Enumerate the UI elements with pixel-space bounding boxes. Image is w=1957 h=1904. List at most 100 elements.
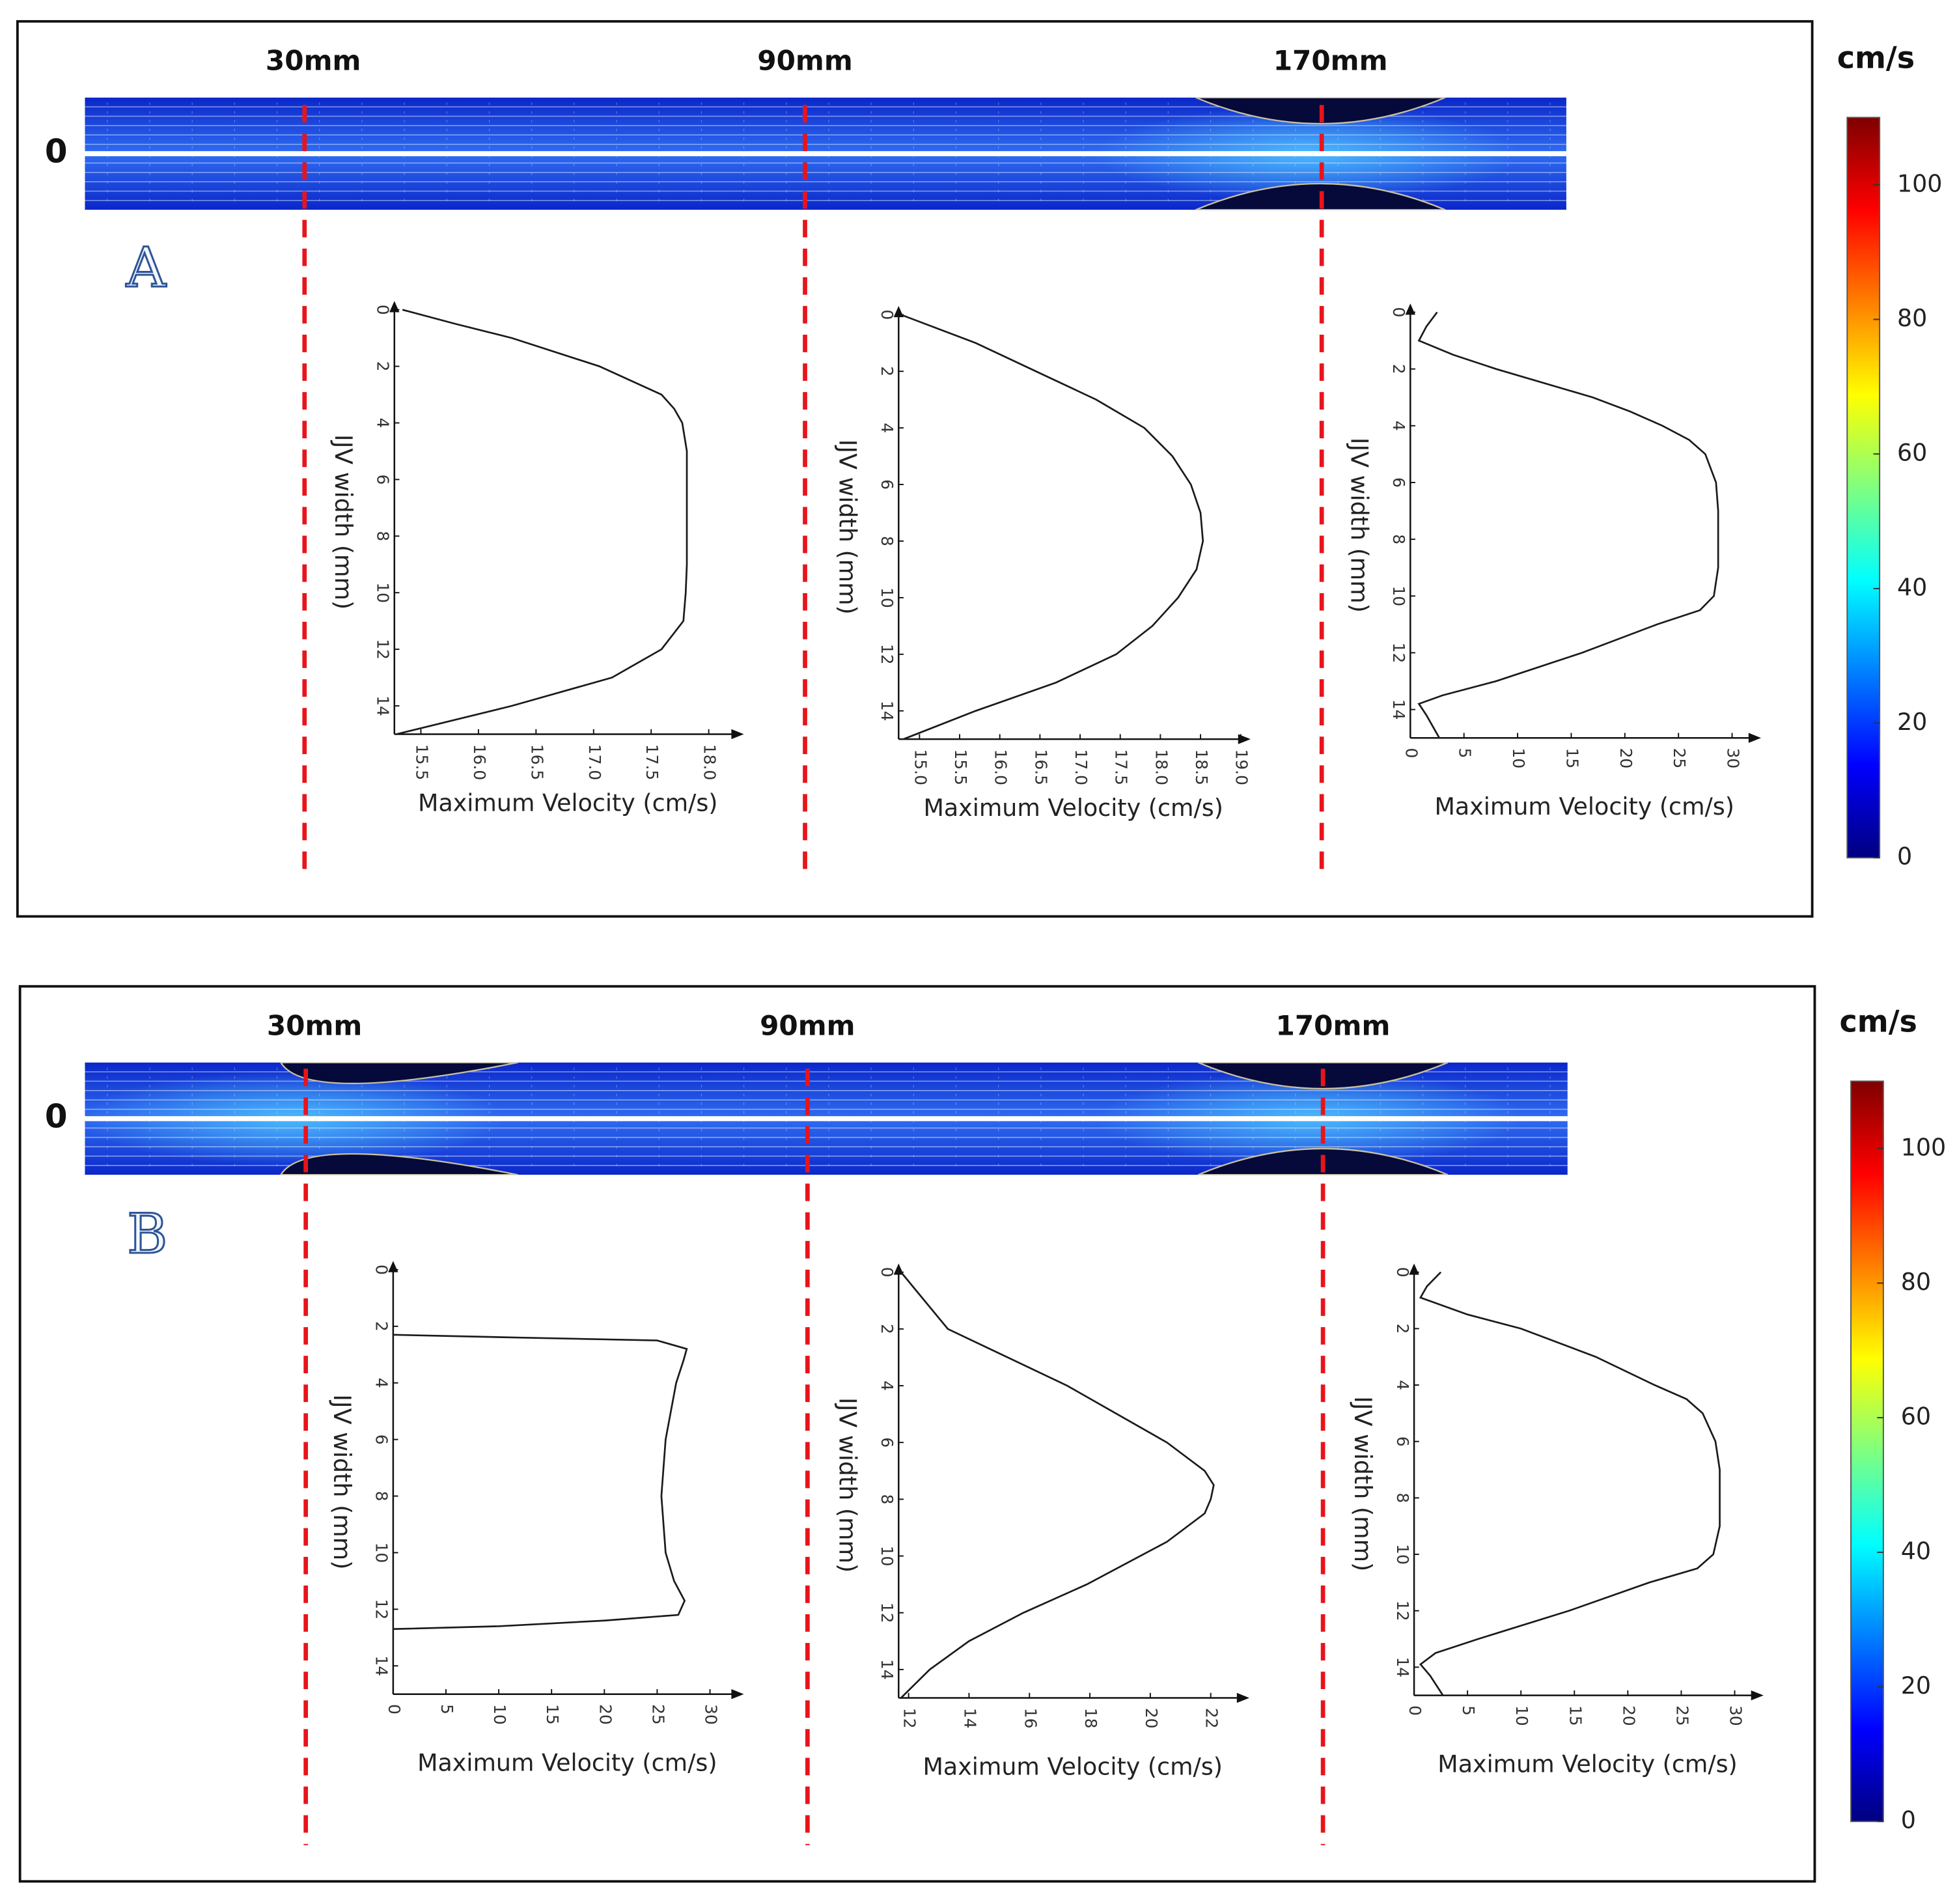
velocity-tick-label: 15.5	[951, 749, 970, 785]
width-tick-label: 2	[878, 366, 896, 376]
centerline-label: 0	[45, 133, 68, 171]
velocity-tick-label: 16.5	[1031, 749, 1050, 785]
colorbar-tick-label: 0	[1897, 843, 1912, 871]
width-tick-label: 8	[374, 531, 393, 541]
width-tick-label: 10	[878, 587, 896, 608]
axis-arrow	[1238, 734, 1251, 744]
width-tick-label: 2	[1389, 364, 1408, 374]
velocity-tick-label: 22	[1202, 1708, 1221, 1729]
velocity-tick-label: 20	[1617, 748, 1635, 769]
colorbar-tick-label: 100	[1901, 1133, 1946, 1161]
velocity-tick-label: 15	[1562, 748, 1581, 769]
velocity-tick-label: 30	[1724, 748, 1743, 769]
width-tick-label: 4	[878, 1380, 896, 1391]
panel-label: B	[127, 1202, 167, 1266]
colorbar-tick-label: 80	[1897, 304, 1927, 332]
velocity-axis-title: Maximum Velocity (cm/s)	[417, 1749, 717, 1777]
section-label: 90mm	[757, 45, 853, 77]
colorbar-tick-label: 40	[1901, 1537, 1931, 1565]
velocity-tick-label: 12	[900, 1708, 919, 1729]
axis-arrow	[1236, 1692, 1250, 1703]
width-tick-label: 6	[878, 479, 896, 490]
velocity-tick-label: 0	[385, 1704, 404, 1715]
panel-label: A	[126, 236, 167, 300]
velocity-tick-label: 14	[960, 1708, 979, 1729]
axis-arrow	[731, 1689, 744, 1700]
velocity-profile	[900, 1271, 1215, 1699]
width-axis-title: IJV width (mm)	[329, 434, 357, 609]
width-tick-label: 4	[374, 418, 393, 428]
velocity-tick-label: 18	[1081, 1708, 1100, 1729]
width-axis-title: IJV width (mm)	[833, 1397, 861, 1573]
colorbar-tick-label: 0	[1901, 1806, 1916, 1834]
width-tick-label: 2	[374, 361, 393, 372]
vessel-field	[85, 97, 1566, 210]
velocity-axis-title: Maximum Velocity (cm/s)	[923, 1752, 1223, 1780]
width-tick-label: 8	[1393, 1492, 1412, 1503]
centerline-label: 0	[45, 1097, 68, 1135]
width-tick-label: 14	[878, 1659, 896, 1680]
width-tick-label: 4	[372, 1378, 391, 1388]
colorbar-tick-label: 60	[1897, 439, 1927, 467]
width-axis-title: IJV width (mm)	[328, 1394, 356, 1569]
velocity-tick-label: 17.5	[1112, 749, 1131, 785]
velocity-tick-label: 19.0	[1232, 749, 1251, 785]
width-tick-label: 0	[1393, 1267, 1412, 1278]
velocity-tick-label: 10	[490, 1704, 509, 1725]
colorbar-tick-label: 20	[1897, 708, 1927, 736]
width-tick-label: 6	[374, 474, 393, 484]
colorbar-tick-label: 60	[1901, 1403, 1931, 1431]
velocity-tick-label: 20	[596, 1704, 615, 1725]
velocity-tick-label: 5	[1459, 1705, 1478, 1716]
velocity-tick-label: 25	[648, 1704, 667, 1725]
width-tick-label: 0	[372, 1265, 391, 1275]
width-tick-label: 6	[1393, 1436, 1412, 1447]
colorbar	[1846, 117, 1881, 859]
width-tick-label: 8	[1389, 534, 1408, 544]
velocity-tick-label: 18.0	[1152, 749, 1171, 785]
section-label: 170mm	[1276, 1009, 1391, 1041]
velocity-tick-label: 17.0	[1072, 749, 1090, 785]
width-tick-label: 0	[1389, 307, 1408, 318]
velocity-profile	[1419, 1271, 1721, 1696]
width-tick-label: 8	[878, 1494, 896, 1504]
panel-frame	[16, 20, 1814, 918]
width-tick-label: 14	[1389, 699, 1408, 720]
width-tick-label: 0	[878, 1267, 896, 1278]
velocity-tick-label: 30	[1727, 1705, 1745, 1726]
velocity-tick-label: 16.0	[992, 749, 1010, 785]
velocity-tick-label: 15.5	[412, 744, 431, 780]
width-tick-label: 12	[878, 644, 896, 665]
width-tick-label: 2	[878, 1324, 896, 1334]
width-tick-label: 12	[372, 1599, 391, 1619]
velocity-tick-label: 5	[437, 1704, 456, 1715]
velocity-tick-label: 0	[1406, 1705, 1424, 1716]
vessel-field	[85, 1062, 1568, 1175]
width-tick-label: 8	[878, 536, 896, 546]
colorbar-tick-label: 100	[1897, 169, 1943, 197]
width-tick-label: 6	[878, 1437, 896, 1448]
colorbar-title: cm/s	[1840, 1004, 1917, 1039]
colorbar-title: cm/s	[1837, 40, 1915, 76]
stenosis-top	[280, 1062, 518, 1085]
width-tick-label: 6	[1389, 477, 1408, 488]
velocity-tick-label: 15	[543, 1704, 562, 1725]
section-label: 30mm	[266, 45, 361, 77]
width-tick-label: 12	[878, 1603, 896, 1623]
velocity-axis-title: Maximum Velocity (cm/s)	[418, 789, 717, 817]
width-tick-label: 6	[372, 1435, 391, 1445]
width-axis-title: IJV width (mm)	[1345, 438, 1373, 613]
velocity-profile	[1417, 311, 1719, 738]
velocity-axis-title: Maximum Velocity (cm/s)	[1435, 792, 1734, 820]
velocity-tick-label: 10	[1512, 1705, 1531, 1726]
velocity-tick-label: 15.0	[911, 749, 930, 785]
width-tick-label: 10	[878, 1546, 896, 1567]
velocity-tick-label: 0	[1402, 748, 1421, 759]
width-tick-label: 4	[1393, 1380, 1412, 1390]
width-tick-label: 14	[1393, 1657, 1412, 1677]
colorbar-tick-label: 40	[1897, 573, 1927, 601]
width-tick-label: 14	[374, 695, 393, 716]
width-axis-title: IJV width (mm)	[833, 440, 861, 615]
velocity-tick-label: 17.5	[643, 744, 661, 780]
velocity-tick-label: 16.0	[470, 744, 489, 780]
